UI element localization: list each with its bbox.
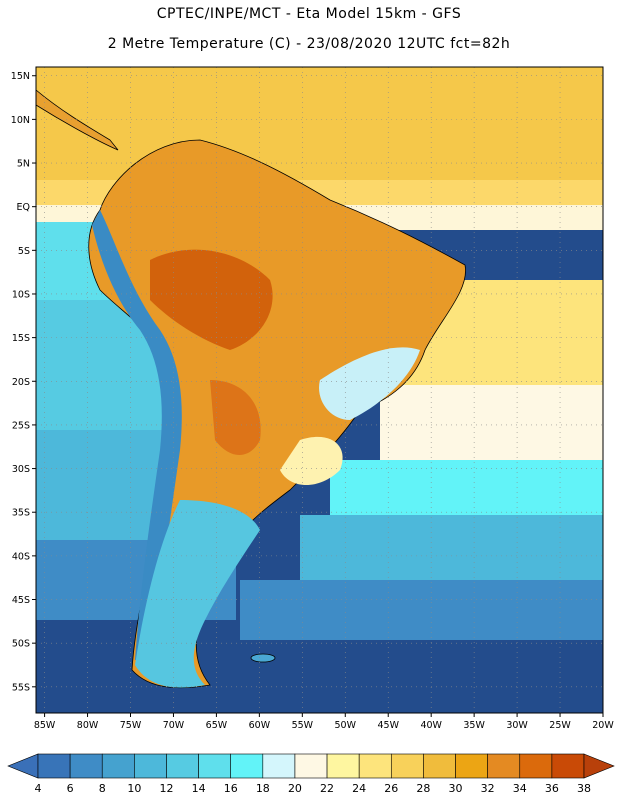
ocean-band-atlantic-16 [330,460,603,520]
colorbar-label: 34 [513,782,527,795]
colorbar-label: 22 [320,782,334,795]
lat-label: EQ [17,202,30,213]
colorbar-label: 10 [127,782,141,795]
lat-label: 35S [12,508,30,519]
colorbar-label: 30 [449,782,463,795]
lat-label: 10S [12,289,30,300]
lon-label: 40W [420,720,442,731]
south-brazil-mild-region [280,436,343,485]
temperature-colorbar: 4 6 8 10 12 14 16 18 20 22 24 26 28 30 32 34 36 38 [7,753,615,795]
colorbar-label: 20 [288,782,302,795]
falkland-islands [250,653,276,663]
lat-label: 20S [12,377,30,388]
colorbar-swatch [230,753,264,779]
lon-label: 50W [335,720,357,731]
colorbar-swatch [551,753,585,779]
colorbar-swatch [455,753,488,779]
colorbar-label: 12 [159,782,173,795]
colorbar-swatch [166,753,199,779]
lon-label: 35W [463,720,485,731]
lat-label: 45S [12,595,30,606]
lat-label: 30S [12,464,30,475]
lon-label: 80W [77,720,99,731]
colorbar-label: 24 [352,782,366,795]
colorbar-label: 18 [256,782,270,795]
lon-label: 45W [377,720,399,731]
colorbar-swatch [487,753,521,779]
colorbar-label: 26 [384,782,398,795]
colorbar-swatch [423,753,456,779]
colorbar-swatch [390,753,424,779]
colorbar-swatch [134,753,167,779]
colorbar-label: 38 [577,782,591,795]
latitude-labels: 15N 10N 5N EQ 5S 10S 15S 20S 25S 30S 35S 40S 45S 50S 5… [11,71,36,693]
colorbar-swatch [326,753,360,779]
colorbar-swatch [198,753,232,779]
colorbar-label: 28 [416,782,430,795]
longitude-labels: 85W 80W 75W 70W 65W 60W 55W 50W 45W 40W 35W 30W 25W 2… [34,713,614,731]
chaco-hot-core [210,380,261,455]
colorbar-swatch [37,753,71,779]
andes-cold-strip [92,210,182,660]
lat-label: 55S [12,682,30,693]
southeast-brazil-cool-region [319,347,420,420]
lon-label: 60W [249,720,271,731]
colorbar-swatch [519,753,553,779]
colorbar-label: 16 [224,782,238,795]
map-title-line2: 2 Metre Temperature (C) - 23/08/2020 12U… [107,36,511,52]
lat-label: 40S [12,551,30,562]
lon-label: 55W [292,720,314,731]
colorbar-swatch [358,753,392,779]
colorbar-label: 6 [67,782,74,795]
colorbar-swatch [262,753,296,779]
lat-label: 15N [11,71,30,82]
ocean-band-atlantic-6 [240,580,603,640]
lon-label: 70W [163,720,185,731]
colorbar-high-arrow [583,753,615,779]
lat-label: 10N [11,115,30,126]
map-frame [35,66,604,714]
lon-label: 65W [206,720,228,731]
patagonia-cool-region [135,500,260,688]
colorbar-swatch [294,753,328,779]
lon-label: 20W [592,720,614,731]
colorbar-label: 32 [481,782,495,795]
lat-label: 15S [12,333,30,344]
lon-label: 75W [120,720,142,731]
temperature-map: 15N 10N 5N EQ 5S 10S 15S 20S 25S 30S 35S 40S 45S 50S 5… [11,66,614,731]
colorbar-swatch [101,753,135,779]
colorbar-swatch [69,753,103,779]
colorbar-label: 36 [545,782,559,795]
ocean-band-atlantic-10 [300,515,603,585]
colorbar-low-arrow [7,753,39,779]
colorbar-label: 4 [35,782,42,795]
lon-label: 30W [506,720,528,731]
lat-label: 5N [17,159,30,170]
lat-label: 5S [18,246,30,257]
central-america-landmass [36,89,119,151]
lat-label: 50S [12,639,30,650]
lat-label: 25S [12,420,30,431]
colorbar-label: 14 [192,782,206,795]
map-title-line1: CPTEC/INPE/MCT - Eta Model 15km - GFS [156,6,462,22]
amazon-hot-core [150,249,273,350]
lon-label: 25W [549,720,571,731]
lon-label: 85W [34,720,56,731]
colorbar-label: 8 [99,782,106,795]
